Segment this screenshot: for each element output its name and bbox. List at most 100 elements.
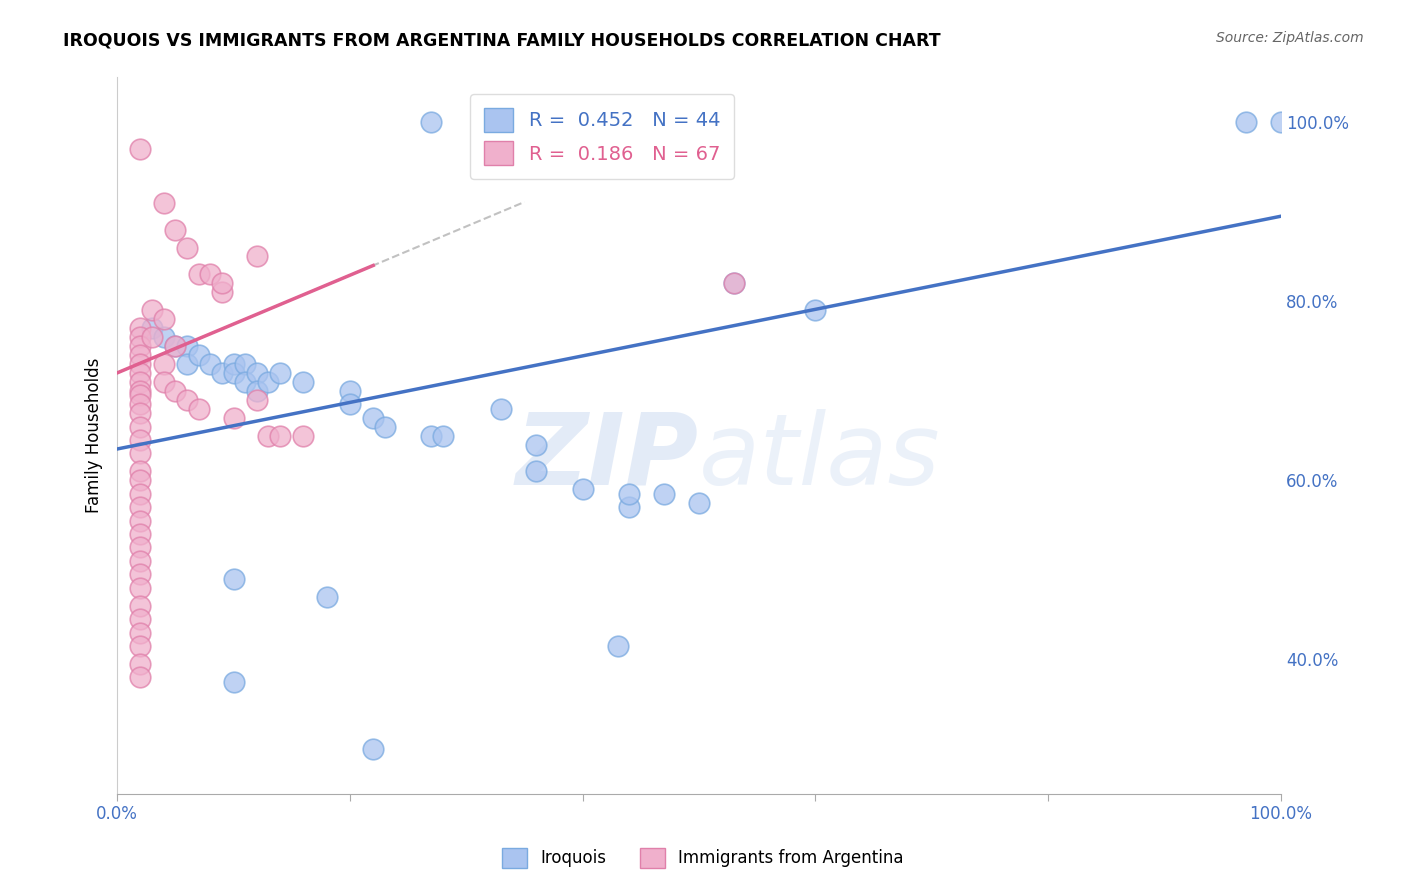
Point <box>292 428 315 442</box>
Point <box>619 500 641 515</box>
Legend: Iroquois, Immigrants from Argentina: Iroquois, Immigrants from Argentina <box>495 841 911 875</box>
Point <box>652 487 675 501</box>
Point <box>165 384 187 398</box>
Point <box>315 590 337 604</box>
Point <box>187 401 209 416</box>
Point <box>176 241 198 255</box>
Point <box>165 339 187 353</box>
Point <box>211 366 233 380</box>
Point <box>129 366 152 380</box>
Point <box>129 487 152 501</box>
Point <box>152 357 174 371</box>
Point <box>129 142 152 156</box>
Point <box>222 366 245 380</box>
Point <box>292 375 315 389</box>
Point <box>129 670 152 684</box>
Point <box>129 406 152 420</box>
Point <box>222 357 245 371</box>
Point <box>165 222 187 236</box>
Point <box>257 428 280 442</box>
Point <box>129 639 152 653</box>
Point <box>129 464 152 478</box>
Point <box>129 419 152 434</box>
Point <box>129 527 152 541</box>
Point <box>606 639 628 653</box>
Point <box>129 625 152 640</box>
Point <box>723 277 745 291</box>
Point <box>524 464 547 478</box>
Point <box>129 541 152 555</box>
Point <box>129 567 152 582</box>
Point <box>129 612 152 626</box>
Point <box>200 357 222 371</box>
Point <box>129 473 152 487</box>
Point <box>129 500 152 515</box>
Point <box>339 384 361 398</box>
Point <box>129 357 152 371</box>
Point <box>257 375 280 389</box>
Point <box>129 554 152 568</box>
Point <box>339 397 361 411</box>
Text: atlas: atlas <box>699 409 941 506</box>
Point <box>211 277 233 291</box>
Point <box>152 375 174 389</box>
Point <box>141 321 163 335</box>
Point <box>1270 115 1292 129</box>
Point <box>432 428 454 442</box>
Point <box>619 487 641 501</box>
Point <box>176 392 198 407</box>
Point <box>200 268 222 282</box>
Point <box>211 285 233 300</box>
Point <box>152 312 174 326</box>
Point <box>141 330 163 344</box>
Point <box>361 410 384 425</box>
Point <box>165 339 187 353</box>
Point <box>222 410 245 425</box>
Text: ZIP: ZIP <box>516 409 699 506</box>
Text: Source: ZipAtlas.com: Source: ZipAtlas.com <box>1216 31 1364 45</box>
Point <box>129 433 152 447</box>
Point <box>420 115 443 129</box>
Point <box>489 401 512 416</box>
Point <box>129 657 152 671</box>
Point <box>129 348 152 362</box>
Point <box>129 397 152 411</box>
Point <box>176 357 198 371</box>
Point <box>129 388 152 402</box>
Point <box>129 514 152 528</box>
Point <box>129 384 152 398</box>
Point <box>129 581 152 595</box>
Point <box>187 348 209 362</box>
Point <box>246 366 269 380</box>
Point <box>269 428 291 442</box>
Point <box>688 496 710 510</box>
Point <box>141 303 163 318</box>
Point <box>246 384 269 398</box>
Point <box>571 483 593 497</box>
Point <box>129 599 152 613</box>
Point <box>374 419 396 434</box>
Point <box>129 330 152 344</box>
Point <box>152 330 174 344</box>
Point <box>222 572 245 586</box>
Point <box>129 321 152 335</box>
Point <box>233 375 256 389</box>
Point <box>1234 115 1257 129</box>
Point <box>246 250 269 264</box>
Point <box>152 195 174 210</box>
Point <box>187 268 209 282</box>
Text: IROQUOIS VS IMMIGRANTS FROM ARGENTINA FAMILY HOUSEHOLDS CORRELATION CHART: IROQUOIS VS IMMIGRANTS FROM ARGENTINA FA… <box>63 31 941 49</box>
Point <box>804 303 827 318</box>
Point <box>524 437 547 451</box>
Point <box>129 375 152 389</box>
Point <box>420 428 443 442</box>
Legend: R =  0.452   N = 44, R =  0.186   N = 67: R = 0.452 N = 44, R = 0.186 N = 67 <box>470 95 734 178</box>
Point <box>269 366 291 380</box>
Point <box>176 339 198 353</box>
Point <box>361 742 384 756</box>
Point <box>222 674 245 689</box>
Y-axis label: Family Households: Family Households <box>86 358 103 513</box>
Point <box>246 392 269 407</box>
Point <box>233 357 256 371</box>
Point <box>129 446 152 460</box>
